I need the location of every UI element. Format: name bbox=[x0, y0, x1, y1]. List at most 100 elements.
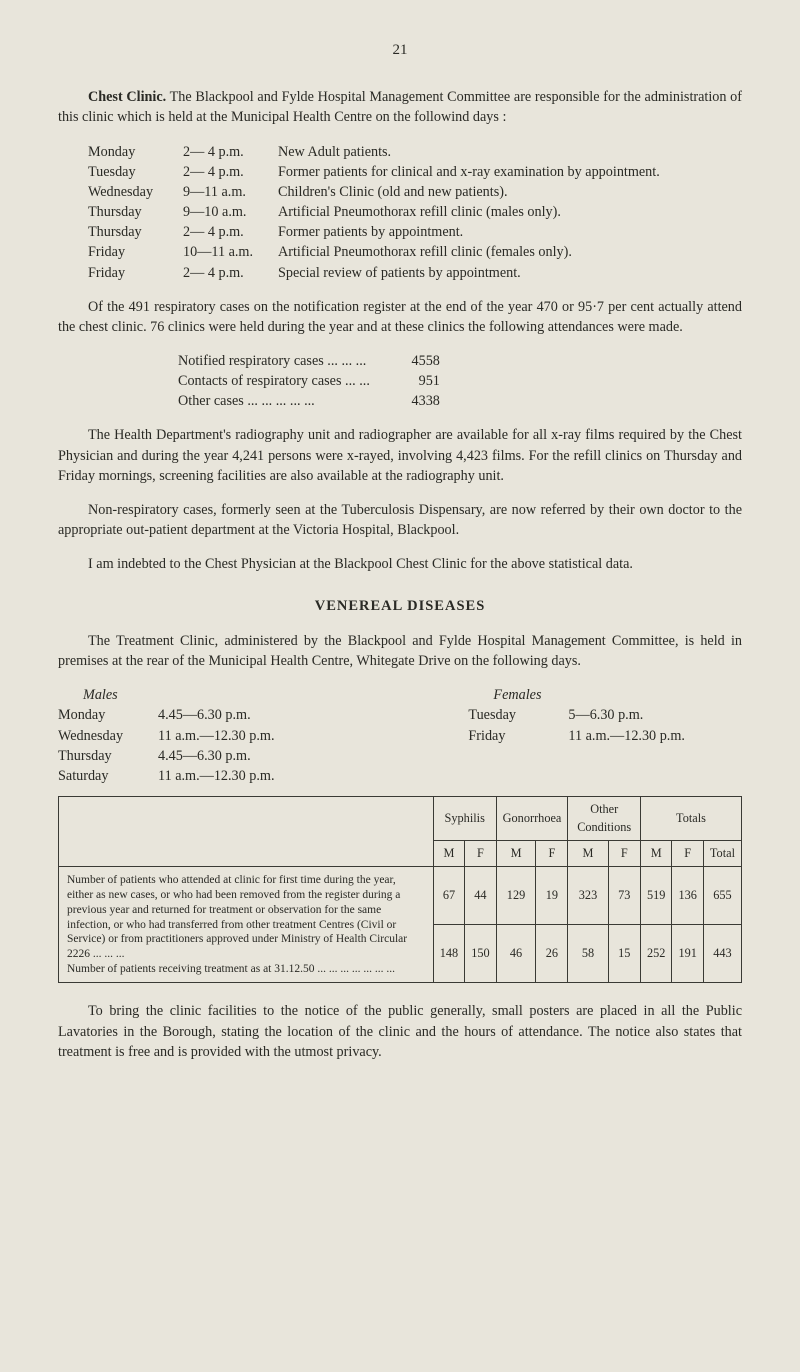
table-desc-1: Number of patients who attended at clini… bbox=[67, 873, 425, 961]
schedule-row: Monday2— 4 p.m.New Adult patients. bbox=[88, 142, 670, 162]
page-number: 21 bbox=[58, 40, 742, 61]
mf-time: 5—6.30 p.m. bbox=[568, 705, 695, 725]
table-subheader: M bbox=[496, 841, 536, 867]
table-cell: 26 bbox=[536, 925, 568, 983]
counts-value: 4558 bbox=[382, 351, 452, 371]
schedule-note: Former patients by appointment. bbox=[278, 222, 670, 242]
schedule-time: 9—10 a.m. bbox=[183, 202, 278, 222]
counts-row: Notified respiratory cases ... ... ...45… bbox=[178, 351, 452, 371]
chest-clinic-paragraph: Chest Clinic. The Blackpool and Fylde Ho… bbox=[58, 87, 742, 127]
schedule-note: Former patients for clinical and x-ray e… bbox=[278, 162, 670, 182]
table-header-gonorrhoea: Gonorrhoea bbox=[496, 797, 568, 841]
schedule-note: New Adult patients. bbox=[278, 142, 670, 162]
table-cell: 252 bbox=[640, 925, 671, 983]
radiography-paragraph: The Health Department's radiography unit… bbox=[58, 425, 742, 485]
schedule-time: 2— 4 p.m. bbox=[183, 263, 278, 283]
table-cell: 655 bbox=[703, 867, 741, 925]
indebted-paragraph: I am indebted to the Chest Physician at … bbox=[58, 554, 742, 574]
schedule-time: 9—11 a.m. bbox=[183, 182, 278, 202]
counts-row: Contacts of respiratory cases ... ...951 bbox=[178, 371, 452, 391]
table-cell: 150 bbox=[465, 925, 496, 983]
table-header-syphilis: Syphilis bbox=[433, 797, 496, 841]
mf-row: Saturday11 a.m.—12.30 p.m. bbox=[58, 766, 285, 786]
schedule-day: Wednesday bbox=[88, 182, 183, 202]
mf-time: 11 a.m.—12.30 p.m. bbox=[158, 726, 285, 746]
gender-schedule-wrap: Males Monday4.45—6.30 p.m.Wednesday11 a.… bbox=[58, 685, 742, 786]
schedule-row: Thursday9—10 a.m.Artificial Pneumothorax… bbox=[88, 202, 670, 222]
schedule-day: Friday bbox=[88, 263, 183, 283]
table-cell: 129 bbox=[496, 867, 536, 925]
table-cell: 191 bbox=[672, 925, 703, 983]
table-cell: 44 bbox=[465, 867, 496, 925]
table-header-totals: Totals bbox=[640, 797, 741, 841]
mf-day: Monday bbox=[58, 705, 158, 725]
females-schedule-table: Tuesday5—6.30 p.m.Friday11 a.m.—12.30 p.… bbox=[468, 705, 695, 745]
counts-value: 951 bbox=[382, 371, 452, 391]
counts-label: Other cases ... ... ... ... ... bbox=[178, 391, 382, 411]
table-cell: 73 bbox=[608, 867, 640, 925]
table-subheader: Total bbox=[703, 841, 741, 867]
counts-label: Notified respiratory cases ... ... ... bbox=[178, 351, 382, 371]
table-cell: 58 bbox=[568, 925, 608, 983]
schedule-day: Monday bbox=[88, 142, 183, 162]
table-header-other: Other Conditions bbox=[568, 797, 641, 841]
table-desc-2: Number of patients receiving treatment a… bbox=[67, 962, 425, 977]
venereal-heading: VENEREAL DISEASES bbox=[58, 596, 742, 617]
mf-row: Tuesday5—6.30 p.m. bbox=[468, 705, 695, 725]
schedule-time: 2— 4 p.m. bbox=[183, 142, 278, 162]
table-cell: 323 bbox=[568, 867, 608, 925]
attendance-counts-table: Notified respiratory cases ... ... ...45… bbox=[178, 351, 452, 411]
table-desc-cell: Number of patients who attended at clini… bbox=[59, 867, 434, 983]
schedule-note: Special review of patients by appointmen… bbox=[278, 263, 670, 283]
males-schedule-table: Monday4.45—6.30 p.m.Wednesday11 a.m.—12.… bbox=[58, 705, 285, 786]
schedule-note: Artificial Pneumothorax refill clinic (f… bbox=[278, 242, 670, 262]
table-row: Number of patients who attended at clini… bbox=[59, 867, 742, 925]
schedule-day: Thursday bbox=[88, 222, 183, 242]
respiratory-summary-paragraph: Of the 491 respiratory cases on the noti… bbox=[58, 297, 742, 337]
mf-row: Friday11 a.m.—12.30 p.m. bbox=[468, 726, 695, 746]
non-respiratory-paragraph: Non-respiratory cases, formerly seen at … bbox=[58, 500, 742, 540]
mf-day: Wednesday bbox=[58, 726, 158, 746]
mf-time: 4.45—6.30 p.m. bbox=[158, 746, 285, 766]
schedule-time: 2— 4 p.m. bbox=[183, 222, 278, 242]
table-subheader: M bbox=[640, 841, 671, 867]
schedule-row: Friday2— 4 p.m.Special review of patient… bbox=[88, 263, 670, 283]
schedule-row: Friday10—11 a.m.Artificial Pneumothorax … bbox=[88, 242, 670, 262]
females-label: Females bbox=[493, 685, 742, 705]
table-subheader: F bbox=[672, 841, 703, 867]
table-cell: 19 bbox=[536, 867, 568, 925]
males-label: Males bbox=[83, 685, 441, 705]
mf-day: Saturday bbox=[58, 766, 158, 786]
mf-time: 11 a.m.—12.30 p.m. bbox=[158, 766, 285, 786]
chest-clinic-label: Chest Clinic. bbox=[88, 89, 166, 105]
closing-paragraph: To bring the clinic facilities to the no… bbox=[58, 1001, 742, 1061]
schedule-day: Tuesday bbox=[88, 162, 183, 182]
table-subheader: M bbox=[433, 841, 464, 867]
table-subheader: F bbox=[465, 841, 496, 867]
schedule-row: Wednesday9—11 a.m.Children's Clinic (old… bbox=[88, 182, 670, 202]
mf-row: Thursday4.45—6.30 p.m. bbox=[58, 746, 285, 766]
table-cell: 148 bbox=[433, 925, 464, 983]
table-cell: 46 bbox=[496, 925, 536, 983]
schedule-note: Artificial Pneumothorax refill clinic (m… bbox=[278, 202, 670, 222]
table-cell: 519 bbox=[640, 867, 671, 925]
mf-time: 11 a.m.—12.30 p.m. bbox=[568, 726, 695, 746]
schedule-row: Thursday2— 4 p.m.Former patients by appo… bbox=[88, 222, 670, 242]
schedule-day: Thursday bbox=[88, 202, 183, 222]
clinic-schedule-table: Monday2— 4 p.m.New Adult patients.Tuesda… bbox=[88, 142, 670, 283]
counts-row: Other cases ... ... ... ... ...4338 bbox=[178, 391, 452, 411]
table-desc-header bbox=[59, 797, 434, 867]
mf-row: Monday4.45—6.30 p.m. bbox=[58, 705, 285, 725]
table-cell: 136 bbox=[672, 867, 703, 925]
mf-day: Tuesday bbox=[468, 705, 568, 725]
treatment-clinic-paragraph: The Treatment Clinic, administered by th… bbox=[58, 631, 742, 671]
females-column: Females Tuesday5—6.30 p.m.Friday11 a.m.—… bbox=[468, 685, 742, 786]
schedule-note: Children's Clinic (old and new patients)… bbox=[278, 182, 670, 202]
mf-time: 4.45—6.30 p.m. bbox=[158, 705, 285, 725]
schedule-day: Friday bbox=[88, 242, 183, 262]
schedule-time: 10—11 a.m. bbox=[183, 242, 278, 262]
mf-row: Wednesday11 a.m.—12.30 p.m. bbox=[58, 726, 285, 746]
mf-day: Thursday bbox=[58, 746, 158, 766]
counts-value: 4338 bbox=[382, 391, 452, 411]
mf-day: Friday bbox=[468, 726, 568, 746]
